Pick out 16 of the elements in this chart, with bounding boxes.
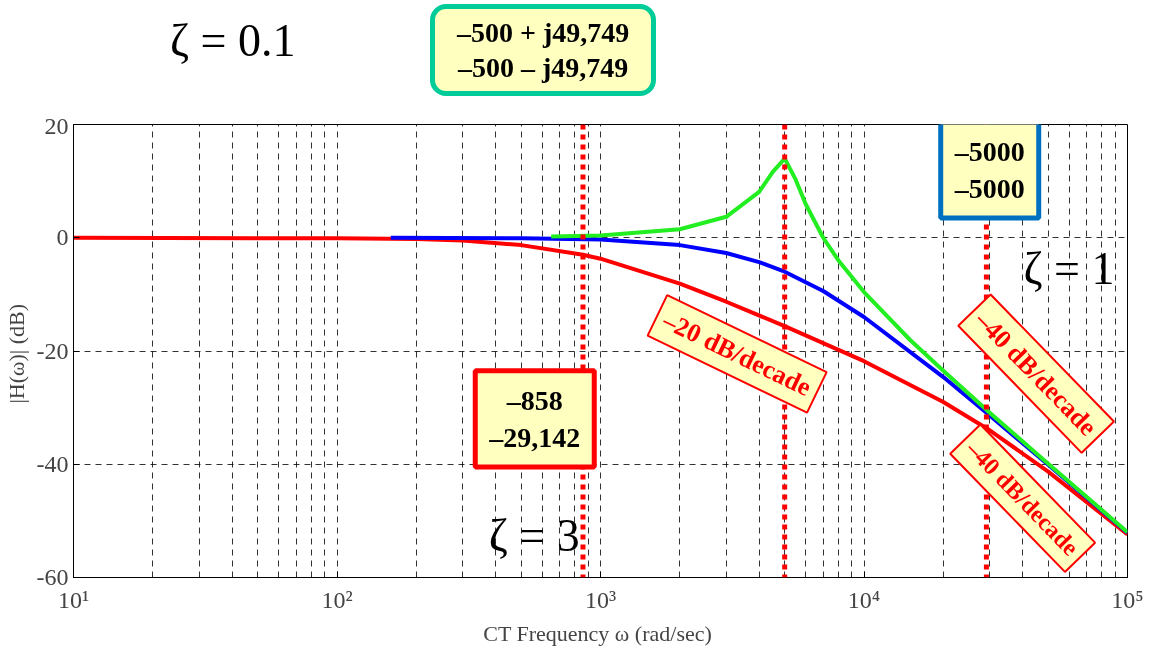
y-tick-label: -20 [36,337,69,364]
annotation: –858 –29,142 [488,384,581,454]
text: –500 + j49,749 –500 – j49,749 [430,4,657,96]
text: ζ = 0.1 [170,14,296,68]
x-tick-label: 10⁵ [1111,586,1144,613]
annotation: ζ = 1 [1023,243,1115,295]
y-axis-title: |H(ω)| (dB) [3,303,29,404]
y-tick-label: -40 [36,450,69,477]
x-axis-title: CT Frequency ω (rad/sec) [483,620,712,646]
y-tick-label: 20 [44,112,69,139]
x-tick-label: 10⁴ [847,586,881,613]
y-tick-label: 0 [56,224,69,251]
annotation: ζ = 3 [488,509,580,561]
annotation: –5000 –5000 [953,135,1025,204]
x-tick-label: 10³ [584,586,617,613]
x-tick-label: 10² [321,586,353,613]
